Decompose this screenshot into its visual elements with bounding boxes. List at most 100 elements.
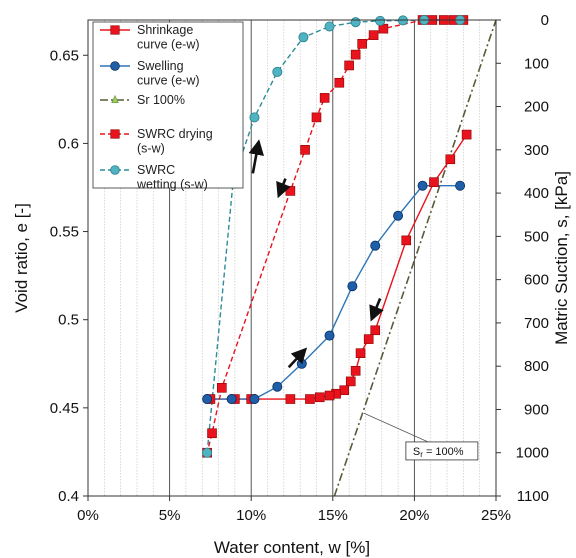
square-marker (401, 235, 412, 246)
square-marker (357, 38, 367, 49)
plot-frame (87, 19, 497, 497)
square-marker (334, 77, 345, 88)
y-left-tick-label: 0.5 (58, 312, 79, 329)
y-left-tick-label: 0.4 (58, 488, 79, 505)
y-right-axis-ticks: 0 100 200 300 400 500 600 700 800 900 1000 1100 (496, 12, 549, 505)
legend-label: (s-w) (137, 142, 165, 156)
annotation-label: Sr = 100% (413, 446, 464, 459)
square-marker (217, 383, 227, 393)
y-right-axis-title: Matric Suction, s, [kPa] (552, 171, 571, 345)
legend-box (92, 21, 244, 189)
annotation-box (405, 441, 479, 461)
square-marker (445, 154, 456, 165)
y-right-tick-label: 900 (524, 401, 549, 418)
circle-marker (226, 394, 237, 405)
series-line (210, 134, 468, 400)
series-line (206, 19, 464, 453)
series-line (333, 19, 497, 497)
square-marker (461, 129, 472, 140)
square-marker (370, 325, 381, 336)
square-marker (350, 49, 361, 60)
y-right-tick-label: 1000 (516, 445, 549, 462)
circle-marker (202, 394, 213, 405)
y-right-tick-label: 100 (524, 55, 549, 72)
square-marker (305, 394, 315, 404)
x-tick-label: 0% (77, 507, 99, 524)
circle-marker (324, 21, 335, 32)
direction-arrow (248, 139, 264, 174)
circle-marker (296, 358, 307, 369)
y-right-tick-label: 300 (524, 142, 549, 159)
square-marker (207, 428, 217, 439)
circle-marker (350, 17, 361, 28)
circle-marker (298, 32, 309, 43)
x-tick-label: 25% (481, 507, 511, 524)
y-left-tick-label: 0.55 (50, 224, 79, 241)
square-marker (110, 129, 120, 139)
square-marker (339, 385, 350, 396)
legend-label: SWRC drying (137, 127, 213, 141)
x-axis-title: Water content, w [%] (214, 538, 370, 557)
x-tick-label: 15% (318, 507, 348, 524)
y-right-tick-label: 600 (524, 272, 549, 289)
x-tick-label: 20% (399, 507, 429, 524)
square-marker (355, 348, 366, 359)
annotation-leader (363, 412, 429, 443)
square-marker (314, 392, 325, 403)
circle-marker (272, 381, 283, 392)
circle-marker (272, 66, 283, 77)
y-right-tick-label: 800 (524, 358, 549, 375)
y-right-tick-label: 0 (541, 12, 549, 29)
square-marker (363, 334, 374, 344)
circle-marker (370, 240, 381, 251)
square-marker (300, 145, 310, 155)
legend-label: Sr 100% (137, 93, 185, 107)
legend-label: Shrinkage (137, 23, 193, 37)
y-right-tick-label: 400 (524, 185, 549, 202)
circle-marker (249, 394, 260, 405)
square-marker (368, 30, 379, 40)
square-marker (345, 376, 356, 387)
y-left-tick-label: 0.45 (50, 400, 79, 417)
square-marker (324, 390, 335, 401)
y-left-tick-label: 0.6 (58, 135, 79, 152)
y-right-tick-label: 200 (524, 99, 549, 116)
square-marker (285, 394, 296, 404)
legend-label: curve (e-w) (137, 74, 200, 88)
circle-marker (110, 61, 120, 71)
square-marker (110, 25, 120, 35)
square-marker (311, 112, 322, 123)
x-tick-label: 10% (236, 507, 266, 524)
circle-marker (347, 281, 358, 292)
circle-marker (455, 180, 466, 191)
legend-label: curve (e-w) (137, 38, 200, 52)
y-left-axis-title: Void ratio, e [-] (12, 203, 31, 313)
series-line (207, 185, 461, 400)
legend-label: wetting (s-w) (136, 178, 208, 192)
y-left-tick-label: 0.65 (50, 47, 79, 64)
legend-label: SWRC (137, 163, 175, 177)
x-axis-ticks: 0% 5% 10% 15% 20% 25% (77, 496, 511, 524)
circle-marker (110, 165, 120, 175)
y-left-axis-ticks: 0.4 0.45 0.5 0.55 0.6 0.65 (50, 47, 88, 505)
square-marker (350, 366, 361, 376)
sr-annotation: Sr = 100% (363, 412, 479, 461)
square-marker (319, 93, 330, 103)
y-right-tick-label: 1100 (517, 488, 549, 505)
circle-marker (375, 15, 386, 26)
direction-arrow (287, 347, 308, 369)
y-right-tick-label: 500 (524, 228, 549, 245)
x-tick-label: 5% (159, 507, 181, 524)
circle-marker (324, 330, 335, 341)
triangle-marker (111, 94, 119, 103)
circle-marker (417, 180, 428, 191)
direction-arrow (276, 178, 291, 199)
square-marker (285, 186, 296, 196)
arrows (248, 139, 384, 369)
square-marker (429, 177, 439, 187)
circle-marker (249, 112, 260, 123)
square-marker (344, 60, 354, 71)
y-right-tick-label: 700 (524, 315, 549, 332)
